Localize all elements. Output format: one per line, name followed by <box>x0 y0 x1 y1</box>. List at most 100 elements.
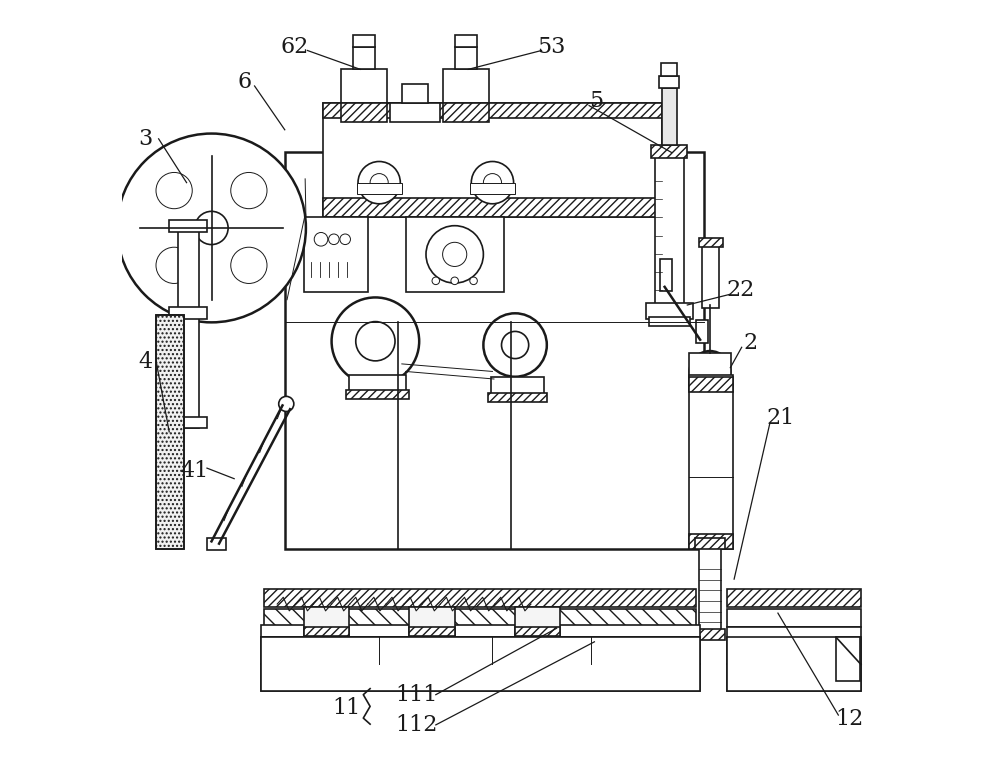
Circle shape <box>117 133 306 322</box>
Bar <box>261 637 700 665</box>
Bar <box>390 103 440 122</box>
Bar <box>443 70 489 103</box>
Text: 11: 11 <box>333 697 361 719</box>
Circle shape <box>432 277 440 284</box>
Bar <box>659 76 679 88</box>
Bar <box>836 637 860 681</box>
Bar <box>727 589 861 607</box>
Bar <box>304 607 349 636</box>
Bar <box>357 183 402 194</box>
Bar <box>349 375 406 394</box>
Bar <box>346 390 409 399</box>
Bar <box>689 377 733 392</box>
Text: 41: 41 <box>180 460 208 482</box>
Bar <box>488 393 547 402</box>
Text: 12: 12 <box>836 708 864 730</box>
Text: 6: 6 <box>238 71 252 93</box>
Bar <box>304 627 349 636</box>
Circle shape <box>483 313 547 377</box>
Circle shape <box>502 331 529 359</box>
Bar <box>651 145 687 158</box>
Bar <box>455 36 477 47</box>
Circle shape <box>332 297 419 385</box>
Bar <box>655 152 684 307</box>
Bar <box>341 103 387 122</box>
Circle shape <box>451 277 458 284</box>
Bar <box>649 317 690 326</box>
Circle shape <box>314 233 328 246</box>
Circle shape <box>195 211 228 245</box>
Circle shape <box>356 321 395 361</box>
Bar <box>515 607 560 636</box>
Bar <box>341 70 387 103</box>
Text: 112: 112 <box>396 714 438 736</box>
Bar <box>156 315 184 549</box>
Circle shape <box>231 247 267 283</box>
Bar <box>443 103 489 122</box>
Circle shape <box>702 363 718 380</box>
Bar <box>662 88 677 145</box>
Bar <box>727 627 861 665</box>
Bar <box>169 221 207 232</box>
Text: 21: 21 <box>767 407 795 429</box>
Circle shape <box>358 161 400 204</box>
Bar <box>695 538 725 549</box>
Circle shape <box>470 277 477 284</box>
Circle shape <box>443 243 467 267</box>
Bar <box>207 538 226 550</box>
Circle shape <box>426 226 483 283</box>
Text: 5: 5 <box>590 90 604 112</box>
Bar <box>515 627 560 636</box>
Bar <box>727 609 861 627</box>
Bar <box>660 259 672 290</box>
Bar <box>409 607 455 636</box>
Bar <box>261 637 700 691</box>
Bar <box>353 36 375 47</box>
Text: 3: 3 <box>138 128 152 150</box>
Bar <box>323 198 662 217</box>
Text: 2: 2 <box>744 332 758 354</box>
Circle shape <box>279 396 294 412</box>
Bar <box>261 625 700 637</box>
Text: 62: 62 <box>280 36 309 58</box>
Bar <box>402 84 428 103</box>
Bar <box>727 665 861 691</box>
Circle shape <box>340 234 350 245</box>
Bar <box>699 545 721 632</box>
Bar <box>491 377 544 396</box>
Circle shape <box>156 173 192 208</box>
Bar <box>304 217 368 292</box>
Bar <box>169 307 207 318</box>
Bar <box>470 183 515 194</box>
Bar <box>353 47 375 70</box>
Bar <box>646 303 693 318</box>
Bar <box>727 637 861 691</box>
Bar <box>695 629 725 640</box>
Bar <box>285 152 704 549</box>
Bar <box>323 103 662 217</box>
Bar <box>689 353 731 390</box>
Text: 22: 22 <box>726 279 754 301</box>
Text: 4: 4 <box>138 352 152 374</box>
Bar <box>455 47 477 70</box>
Bar <box>699 238 723 247</box>
Bar <box>264 609 696 627</box>
Bar <box>169 417 207 428</box>
Bar <box>264 589 696 607</box>
Bar <box>162 315 178 549</box>
Bar <box>696 320 708 343</box>
Circle shape <box>471 161 514 204</box>
Circle shape <box>231 173 267 208</box>
Bar <box>661 63 677 76</box>
Circle shape <box>156 247 192 283</box>
Circle shape <box>702 398 718 413</box>
Bar <box>156 315 184 549</box>
Text: 111: 111 <box>396 684 438 706</box>
Bar <box>689 375 733 549</box>
Text: 53: 53 <box>537 36 566 58</box>
Bar <box>409 627 455 636</box>
Circle shape <box>370 174 388 192</box>
Bar <box>323 103 662 118</box>
Circle shape <box>483 174 502 192</box>
Circle shape <box>329 234 339 245</box>
